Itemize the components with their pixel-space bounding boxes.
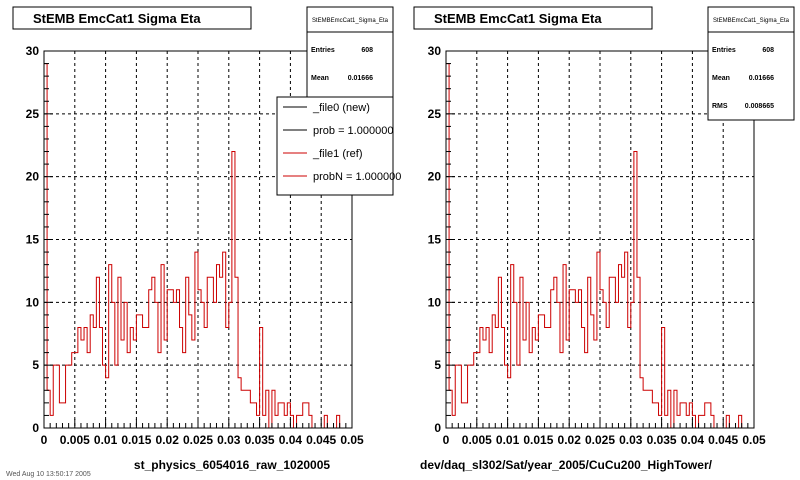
stats-value: 0.01666 [348, 75, 373, 82]
x-tick-label: 0.04 [681, 433, 705, 447]
legend-label: _file0 (new) [312, 102, 370, 114]
y-tick-label: 10 [428, 295, 442, 309]
y-tick-label: 5 [434, 358, 441, 372]
x-tick-label: 0.01 [94, 433, 118, 447]
x-axis-label: st_physics_6054016_raw_1020005 [134, 458, 330, 472]
legend-label: prob = 1.000000 [313, 125, 393, 137]
x-tick-label: 0.03 [217, 433, 241, 447]
y-tick-label: 25 [26, 107, 40, 121]
stats-name: StEMBEmcCat1_Sigma_Eta [713, 18, 790, 24]
x-tick-label: 0 [41, 433, 48, 447]
chart-panel-2: 0 0.005 0.01 0.015 0.02 0.025 0.03 0.035 0.04 0.0… [413, 6, 795, 472]
stats-value: 0.008665 [745, 103, 774, 110]
stats-key: Entries [311, 47, 335, 54]
footer-timestamp: Wed Aug 10 13:50:17 2005 [6, 471, 91, 478]
title-box [413, 6, 653, 30]
chart-title: StEMB EmcCat1 Sigma Eta [33, 11, 201, 26]
x-tick-label: 0.045 [306, 433, 336, 447]
x-tick-label: 0.015 [121, 433, 151, 447]
y-tick-label: 20 [26, 170, 40, 184]
x-tick-label: 0.025 [585, 433, 615, 447]
y-tick-label: 15 [26, 233, 40, 247]
x-tick-label: 0.05 [340, 433, 364, 447]
x-tick-label: 0 [443, 433, 450, 447]
x-tick-label: 0.02 [156, 433, 180, 447]
stats-value: 608 [361, 47, 373, 54]
histogram-series-1 [43, 63, 352, 429]
y-tick-label: 20 [428, 170, 442, 184]
x-tick-label: 0.045 [708, 433, 738, 447]
y-tick-label: 5 [32, 358, 39, 372]
x-tick-label: 0.005 [462, 433, 492, 447]
stats-name: StEMBEmcCat1_Sigma_Eta [312, 18, 389, 24]
y-tick-label: 30 [26, 44, 40, 58]
y-tick-label: 30 [428, 44, 442, 58]
x-tick-label: 0.035 [245, 433, 275, 447]
x-tick-label: 0.01 [496, 433, 520, 447]
x-axis-label: dev/daq_sl302/Sat/year_2005/CuCu200_High… [420, 458, 713, 472]
y-tick-label: 25 [428, 107, 442, 121]
x-tick-label: 0.05 [742, 433, 766, 447]
legend-box [276, 96, 394, 196]
stats-box [707, 6, 795, 121]
y-tick-label: 15 [428, 233, 442, 247]
x-tick-label: 0.02 [558, 433, 582, 447]
stats-box [306, 6, 394, 103]
x-tick-label: 0.005 [60, 433, 90, 447]
legend-label: _file1 (ref) [312, 148, 363, 160]
x-tick-label: 0.04 [279, 433, 303, 447]
chart-panel-1: 0 0.005 0.01 0.015 0.02 0.025 0.03 0.035 0.04 0.0… [12, 6, 401, 472]
stats-value: 608 [762, 47, 774, 54]
chart-title: StEMB EmcCat1 Sigma Eta [434, 11, 602, 26]
x-tick-label: 0.015 [523, 433, 553, 447]
stats-key: RMS [712, 103, 728, 110]
x-tick-label: 0.035 [647, 433, 677, 447]
x-tick-label: 0.025 [183, 433, 213, 447]
y-tick-label: 0 [32, 421, 39, 435]
legend-label: probN = 1.000000 [313, 171, 401, 183]
stats-key: Mean [712, 75, 730, 82]
y-tick-label: 10 [26, 295, 40, 309]
stats-key: Mean [311, 75, 329, 82]
x-tick-label: 0.03 [619, 433, 643, 447]
stats-key: Entries [712, 47, 736, 54]
stats-value: 0.01666 [749, 75, 774, 82]
y-tick-label: 0 [434, 421, 441, 435]
title-box [12, 6, 252, 30]
histogram-series-1 [445, 63, 754, 429]
